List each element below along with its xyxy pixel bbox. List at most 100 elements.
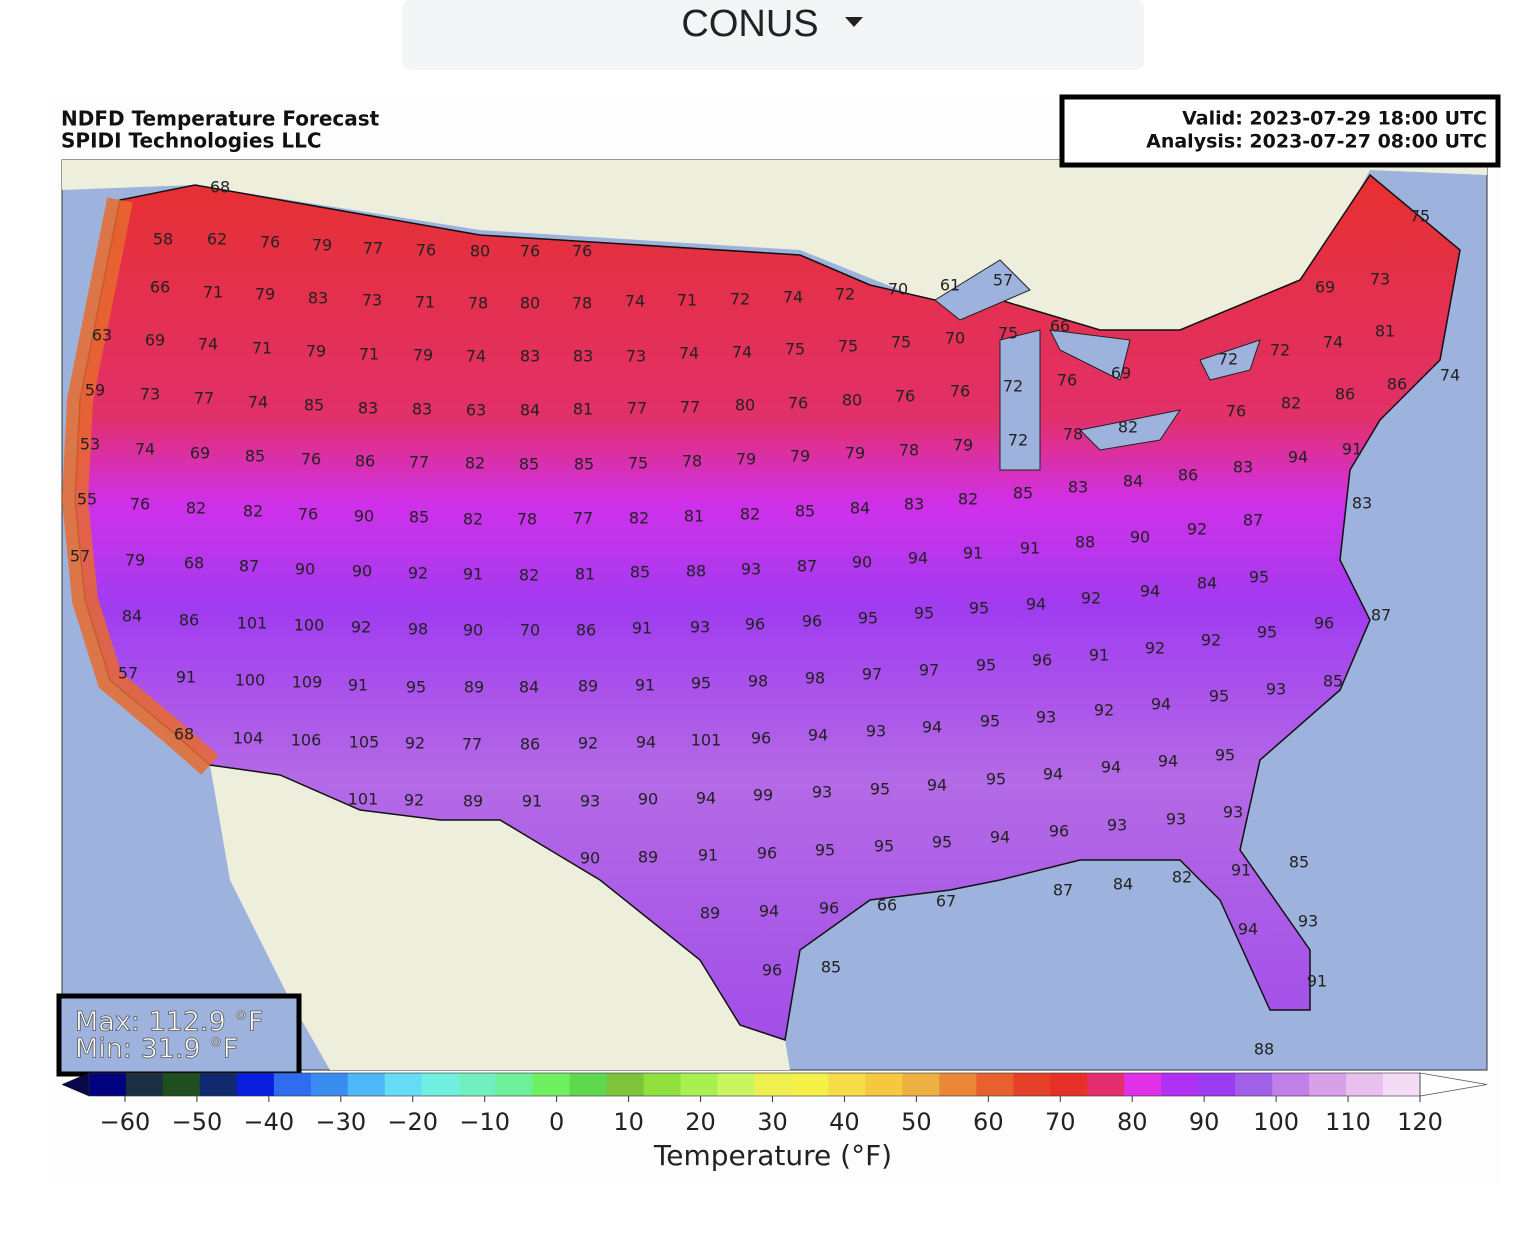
temperature-label: 82: [1281, 394, 1301, 413]
dropdown-caret[interactable]: [845, 17, 863, 27]
temperature-label: 93: [1266, 680, 1286, 699]
temperature-label: 86: [355, 452, 375, 471]
temperature-label: 72: [730, 290, 750, 309]
temperature-label: 109: [292, 673, 323, 692]
analysis-time: Analysis: 2023-07-27 08:00 UTC: [1146, 131, 1487, 153]
colorbar-cell: [976, 1073, 1014, 1096]
temperature-label: 94: [696, 789, 716, 808]
colorbar-cell: [717, 1073, 755, 1096]
temperature-label: 91: [1020, 539, 1040, 558]
temperature-label: 83: [520, 347, 540, 366]
temperature-label: 95: [932, 833, 952, 852]
temperature-label: 57: [118, 664, 138, 683]
colorbar-tick-label: −40: [244, 1108, 295, 1136]
temperature-label: 83: [358, 399, 378, 418]
colorbar-cell: [680, 1073, 719, 1096]
pacific-waters: [61, 197, 219, 775]
temperature-label: 84: [519, 678, 539, 697]
valid-time: Valid: 2023-07-29 18:00 UTC: [1182, 108, 1487, 130]
temperature-label: 83: [1352, 494, 1372, 513]
temperature-label: 79: [125, 551, 145, 570]
colorbar-tick-label: −30: [315, 1108, 366, 1136]
colorbar-tick-label: 120: [1397, 1108, 1443, 1136]
temperature-label: 82: [740, 505, 760, 524]
temperature-labels: 68 58 62 76 79 77 76 80 76 76 66 71 79 83 73 71 78 80 78 74…: [70, 178, 1460, 1059]
temperature-label: 104: [233, 729, 264, 748]
temperature-label: 92: [1201, 631, 1221, 650]
colorbar-cell: [791, 1073, 829, 1096]
temperature-label: 91: [1089, 646, 1109, 665]
temperature-label: 69: [1111, 364, 1131, 383]
temperature-label: 78: [1063, 425, 1083, 444]
temperature-label: 90: [852, 553, 872, 572]
temperature-label: 98: [805, 669, 825, 688]
temperature-label: 82: [519, 566, 539, 585]
temperature-label: 75: [891, 333, 911, 352]
temperature-label: 86: [576, 621, 596, 640]
colorbar-frame: [88, 1072, 1421, 1097]
colorbar-tick-label: 110: [1325, 1108, 1371, 1136]
temperature-label: 82: [1172, 868, 1192, 887]
temperature-label: 96: [802, 612, 822, 631]
temperature-label: 94: [1140, 582, 1160, 601]
colorbar-cell: [89, 1073, 127, 1096]
temperature-label: 82: [629, 509, 649, 528]
temperature-label: 83: [1068, 478, 1088, 497]
temperature-label: 94: [759, 902, 779, 921]
temperature-label: 80: [470, 242, 490, 261]
colorbar-cell: [421, 1073, 460, 1096]
temperature-label: 82: [958, 490, 978, 509]
temperature-label: 91: [635, 676, 655, 695]
temperature-label: 91: [348, 676, 368, 695]
temperature-label: 66: [877, 896, 897, 915]
temperature-label: 83: [1233, 458, 1253, 477]
temperature-label: 95: [691, 674, 711, 693]
temperature-label: 80: [520, 294, 540, 313]
temperature-label: 97: [919, 661, 939, 680]
temperature-label: 96: [762, 961, 782, 980]
temperature-label: 93: [1107, 816, 1127, 835]
colorbar-tick-label: 70: [1045, 1108, 1076, 1136]
temperature-label: 82: [465, 454, 485, 473]
temperature-label: 91: [1307, 972, 1327, 991]
temperature-label: 74: [783, 288, 803, 307]
temperature-label: 95: [976, 656, 996, 675]
colorbar-cell: [199, 1073, 238, 1096]
temperature-label: 84: [850, 499, 870, 518]
temperature-label: 76: [130, 495, 150, 514]
dropdown-label[interactable]: CONUS: [681, 3, 818, 45]
temperature-label: 96: [745, 615, 765, 634]
colorbar-cell: [606, 1073, 645, 1096]
colorbar-cell: [310, 1073, 349, 1096]
temperature-label: 91: [632, 619, 652, 638]
temperature-label: 95: [1249, 568, 1269, 587]
temperature-label: 59: [85, 381, 105, 400]
temperature-label: 76: [520, 242, 540, 261]
temperature-label: 77: [409, 453, 429, 472]
colorbar-cell: [162, 1073, 201, 1096]
temperature-label: 76: [1057, 371, 1077, 390]
temperature-label: 92: [1187, 520, 1207, 539]
temperature-label: 74: [198, 335, 218, 354]
temperature-label: 88: [686, 562, 706, 581]
temperature-label: 79: [413, 346, 433, 365]
great-lakes: [934, 259, 1261, 471]
temperature-label: 101: [237, 614, 268, 633]
colorbar-cell: [1087, 1073, 1125, 1096]
temperature-label: 87: [1243, 511, 1263, 530]
max-temp: Max: 112.9 °F: [75, 1007, 263, 1038]
dropdown[interactable]: [402, 0, 1144, 70]
temperature-label: 96: [819, 899, 839, 918]
temperature-label: 74: [466, 347, 486, 366]
temperature-label: 78: [899, 441, 919, 460]
colorbar-cell: [384, 1073, 423, 1096]
temperature-label: 76: [301, 450, 321, 469]
temperature-label: 73: [140, 385, 160, 404]
temperature-label: 76: [950, 382, 970, 401]
temperature-label: 63: [92, 326, 112, 345]
temperature-label: 58: [153, 230, 173, 249]
temperature-label: 95: [815, 841, 835, 860]
colorbar-tick-label: 30: [757, 1108, 788, 1136]
temperature-label: 96: [757, 844, 777, 863]
temperature-label: 82: [463, 510, 483, 529]
